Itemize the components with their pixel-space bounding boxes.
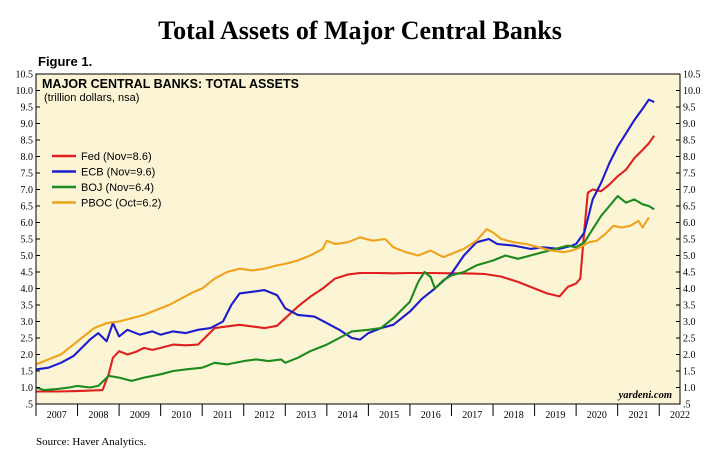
y-tick-label-right: .5 bbox=[683, 400, 691, 411]
x-tick-label: 2010 bbox=[171, 410, 191, 421]
x-tick-label: 2013 bbox=[296, 410, 316, 421]
series-line-2 bbox=[35, 195, 655, 392]
x-tick-label: 2016 bbox=[421, 410, 441, 421]
y-tick-label-right: 5.5 bbox=[683, 235, 696, 246]
x-tick-label: 2009 bbox=[130, 410, 150, 421]
y-tick-label-right: 8.0 bbox=[683, 152, 696, 163]
y-tick-label-left: 10.0 bbox=[16, 86, 34, 97]
series-layer bbox=[35, 98, 656, 393]
y-tick-label-right: 6.0 bbox=[683, 218, 696, 229]
plot-frame bbox=[35, 73, 681, 405]
x-tick-label: 2007 bbox=[47, 410, 67, 421]
y-tick-label-right: 8.5 bbox=[683, 136, 696, 147]
y-tick-label-right: 9.5 bbox=[683, 103, 696, 114]
y-tick-label-right: 2.0 bbox=[683, 350, 696, 361]
y-tick-label-left: 4.0 bbox=[21, 284, 34, 295]
y-tick-label-right: 6.5 bbox=[683, 202, 696, 213]
source-note: Source: Haver Analytics. bbox=[36, 436, 147, 448]
y-tick-label-left: 9.0 bbox=[21, 119, 34, 130]
x-tick-label: 2022 bbox=[670, 410, 690, 421]
y-tick-label-right: 1.5 bbox=[683, 367, 696, 378]
x-tick-label: 2014 bbox=[338, 410, 358, 421]
y-tick-label-right: 2.5 bbox=[683, 334, 696, 345]
legend-entry: PBOC (Oct=6.2) bbox=[81, 198, 161, 210]
y-tick-label-right: 5.0 bbox=[683, 251, 696, 262]
y-tick-label-right: 4.0 bbox=[683, 284, 696, 295]
y-tick-label-right: 9.0 bbox=[683, 119, 696, 130]
y-tick-label-right: 3.0 bbox=[683, 317, 696, 328]
y-tick-label-left: 3.5 bbox=[21, 301, 34, 312]
legend-entry: Fed (Nov=8.6) bbox=[81, 151, 152, 163]
x-tick-label: 2021 bbox=[628, 410, 648, 421]
x-tick-label: 2019 bbox=[545, 410, 565, 421]
series-line-0 bbox=[36, 135, 656, 393]
y-tick-label-left: 2.0 bbox=[21, 350, 34, 361]
y-tick-label-left: 3.0 bbox=[21, 317, 34, 328]
y-tick-label-left: .5 bbox=[26, 400, 34, 411]
y-tick-label-left: 1.0 bbox=[21, 383, 34, 394]
x-tick-label: 2008 bbox=[88, 410, 108, 421]
legend: Fed (Nov=8.6) ECB (Nov=9.6) BOJ (Nov=6.4) P… bbox=[52, 151, 161, 210]
x-tick-label: 2015 bbox=[379, 410, 399, 421]
y-tick-label-left: 7.0 bbox=[21, 185, 34, 196]
x-tick-label: 2020 bbox=[587, 410, 607, 421]
x-tick-label: 2012 bbox=[255, 410, 275, 421]
y-tick-label-left: 7.5 bbox=[21, 169, 34, 180]
series-line-3 bbox=[35, 216, 650, 366]
axis-ticks: .5 .5 1.0 1.0 1.5 1.5 2.0 2.0 2.5 2.5 3.0 3.0 3.5 3.5… bbox=[16, 70, 701, 422]
y-tick-label-right: 1.0 bbox=[683, 383, 696, 394]
y-tick-label-left: 5.0 bbox=[21, 251, 34, 262]
x-tick-label: 2011 bbox=[213, 410, 233, 421]
chart-title: MAJOR CENTRAL BANKS: TOTAL ASSETS bbox=[42, 77, 299, 91]
chart-credit: yardeni.com bbox=[617, 390, 672, 401]
y-tick-label-left: 9.5 bbox=[21, 103, 34, 114]
x-tick-label: 2017 bbox=[462, 410, 482, 421]
y-tick-label-left: 1.5 bbox=[21, 367, 34, 378]
y-tick-label-left: 10.5 bbox=[16, 70, 34, 81]
y-tick-label-left: 6.0 bbox=[21, 218, 34, 229]
y-tick-label-right: 4.5 bbox=[683, 268, 696, 279]
chart-subtitle: (trillion dollars, nsa) bbox=[44, 92, 139, 104]
legend-entry: ECB (Nov=9.6) bbox=[81, 167, 155, 179]
figure-label: Figure 1. bbox=[38, 54, 93, 69]
x-tick-label: 2018 bbox=[504, 410, 524, 421]
y-tick-label-right: 7.0 bbox=[683, 185, 696, 196]
page-title: Total Assets of Major Central Banks bbox=[158, 16, 562, 45]
y-tick-label-left: 2.5 bbox=[21, 334, 34, 345]
y-tick-label-left: 5.5 bbox=[21, 235, 34, 246]
legend-entry: BOJ (Nov=6.4) bbox=[81, 182, 154, 194]
y-tick-label-right: 10.5 bbox=[683, 70, 701, 81]
y-tick-label-right: 3.5 bbox=[683, 301, 696, 312]
y-tick-label-left: 4.5 bbox=[21, 268, 34, 279]
y-tick-label-left: 6.5 bbox=[21, 202, 34, 213]
y-tick-label-right: 7.5 bbox=[683, 169, 696, 180]
y-tick-label-left: 8.5 bbox=[21, 136, 34, 147]
y-tick-label-right: 10.0 bbox=[683, 86, 701, 97]
y-tick-label-left: 8.0 bbox=[21, 152, 34, 163]
